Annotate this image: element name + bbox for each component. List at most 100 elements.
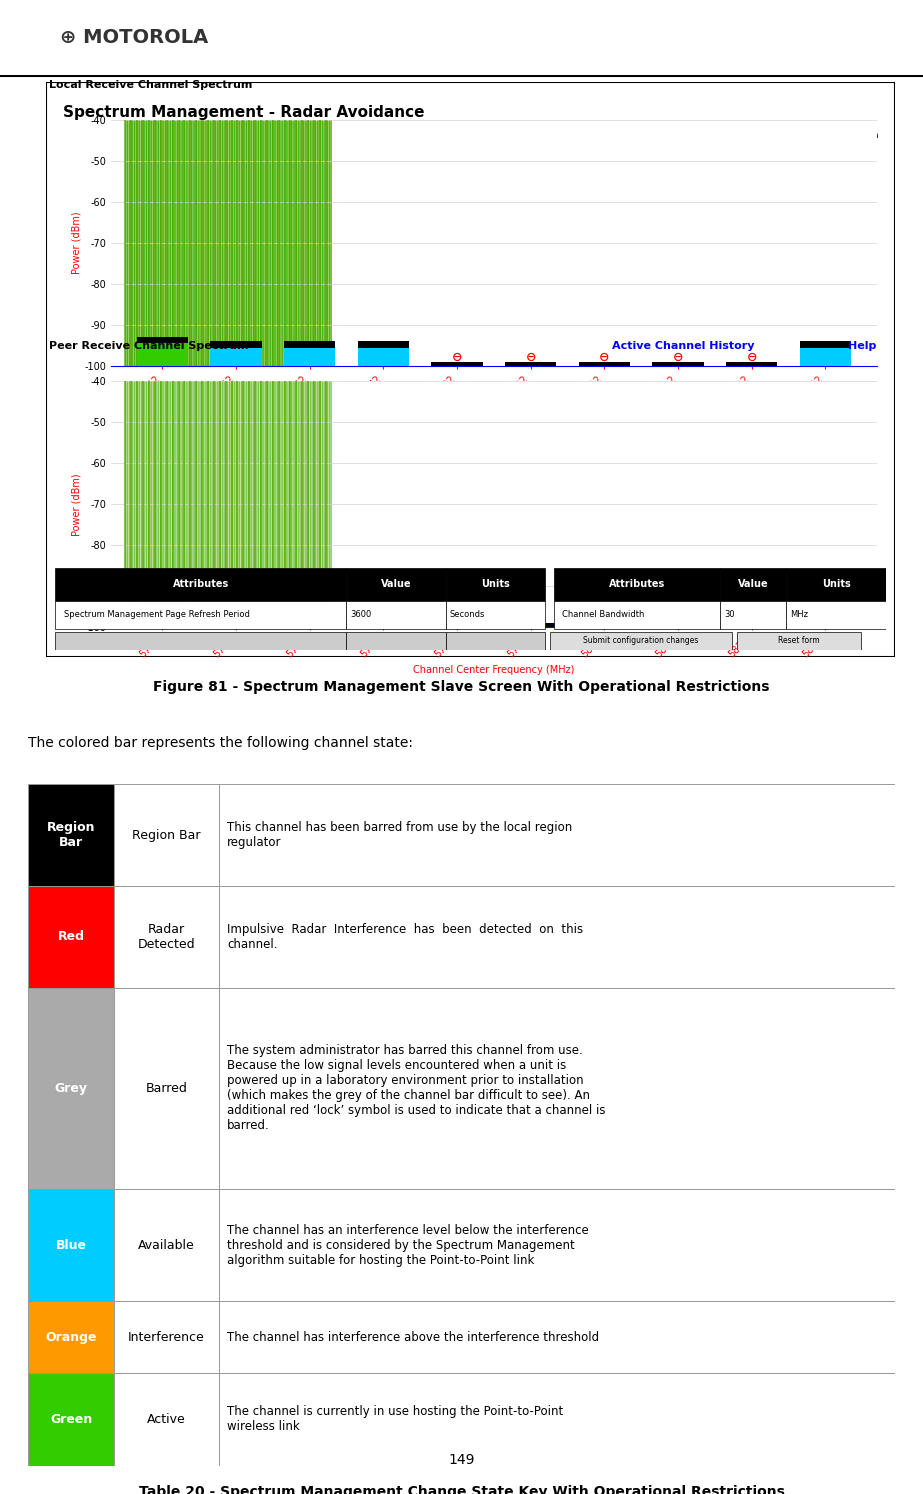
Bar <box>431 623 483 629</box>
Bar <box>284 602 335 627</box>
Bar <box>219 1373 895 1466</box>
Text: The colored bar represents the following channel state:: The colored bar represents the following… <box>28 735 413 750</box>
Bar <box>357 602 409 627</box>
Bar <box>210 341 262 366</box>
Bar <box>284 341 335 366</box>
Bar <box>210 341 262 348</box>
Text: Blue: Blue <box>55 1239 87 1252</box>
Text: Radar
Detected: Radar Detected <box>138 923 196 950</box>
Bar <box>653 623 703 627</box>
Bar <box>550 632 733 650</box>
Bar <box>653 362 703 366</box>
Bar <box>786 601 886 629</box>
Bar <box>114 1189 219 1301</box>
Text: Spectrum Management - Radar Avoidance: Spectrum Management - Radar Avoidance <box>63 105 425 120</box>
Bar <box>725 362 777 366</box>
Bar <box>55 632 346 650</box>
Text: Region Bar: Region Bar <box>132 829 201 841</box>
Bar <box>210 602 262 627</box>
Text: Local Receive Channel Spectrum: Local Receive Channel Spectrum <box>50 81 253 90</box>
Bar <box>114 886 219 988</box>
Text: The channel has an interference level below the interference
threshold and is co: The channel has an interference level be… <box>227 1224 589 1267</box>
Text: Active Channel History: Active Channel History <box>612 342 754 351</box>
Bar <box>431 362 483 368</box>
Text: Region
Bar: Region Bar <box>47 822 95 849</box>
Text: Available: Available <box>138 1239 195 1252</box>
Bar <box>28 988 114 1189</box>
Bar <box>28 886 114 988</box>
Bar <box>357 602 409 610</box>
Bar <box>114 784 219 886</box>
Bar <box>137 338 188 366</box>
Text: Impulsive  Radar  Interference  has  been  detected  on  this
channel.: Impulsive Radar Interference has been de… <box>227 923 583 950</box>
Bar <box>799 602 851 627</box>
Text: Interference: Interference <box>128 1331 205 1343</box>
Bar <box>431 623 483 627</box>
Bar <box>346 632 446 650</box>
Text: Green: Green <box>50 1413 92 1425</box>
Bar <box>114 1373 219 1466</box>
Text: ⊖: ⊖ <box>525 351 536 365</box>
Bar <box>446 568 545 601</box>
Text: Seconds: Seconds <box>450 611 485 620</box>
Bar <box>28 1301 114 1373</box>
Bar <box>505 623 557 629</box>
Bar <box>137 338 188 344</box>
Text: Figure 81 - Spectrum Management Slave Screen With Operational Restrictions: Figure 81 - Spectrum Management Slave Sc… <box>153 680 770 695</box>
Bar <box>505 623 557 627</box>
Bar <box>28 1373 114 1466</box>
Text: ⊖: ⊖ <box>673 613 683 626</box>
Text: ⊖: ⊖ <box>747 351 757 365</box>
Text: Table 20 - Spectrum Management Change State Key With Operational Restrictions: Table 20 - Spectrum Management Change St… <box>138 1485 785 1494</box>
Bar <box>55 601 346 629</box>
Bar <box>219 1301 895 1373</box>
Bar <box>357 341 409 348</box>
Text: ⊖: ⊖ <box>599 351 609 365</box>
Bar <box>28 1189 114 1301</box>
Text: ⊖: ⊖ <box>451 613 462 626</box>
Y-axis label: Power (dBm): Power (dBm) <box>71 474 81 535</box>
Text: Reset form: Reset form <box>778 636 820 645</box>
Text: Units: Units <box>481 580 510 589</box>
Text: ⊖: ⊖ <box>747 613 757 626</box>
Bar <box>799 341 851 366</box>
Bar <box>505 362 557 368</box>
Bar <box>579 362 630 368</box>
Text: This channel has been barred from use by the local region
regulator: This channel has been barred from use by… <box>227 822 572 849</box>
X-axis label: Channel Center Frequency (MHz): Channel Center Frequency (MHz) <box>414 665 574 675</box>
Bar <box>554 601 720 629</box>
Bar <box>28 784 114 886</box>
Bar <box>505 362 557 366</box>
Bar <box>579 623 630 629</box>
Bar <box>579 362 630 366</box>
Y-axis label: Power (dBm): Power (dBm) <box>71 212 81 273</box>
Text: Help: Help <box>848 342 877 351</box>
Bar <box>219 988 895 1189</box>
Text: Local Channel 2: State=AVAILABLE, Mean=-93 dBm, 99.9%=-92 dBm, Peak=-91 dBm: Local Channel 2: State=AVAILABLE, Mean=-… <box>519 131 879 140</box>
Text: Attributes: Attributes <box>173 580 229 589</box>
Text: Barred: Barred <box>146 1082 187 1095</box>
Text: Attributes: Attributes <box>609 580 665 589</box>
Text: Submit configuration changes: Submit configuration changes <box>583 636 699 645</box>
Text: MHz: MHz <box>790 611 809 620</box>
Text: 149: 149 <box>449 1454 474 1467</box>
Bar <box>737 632 861 650</box>
Bar <box>725 623 777 629</box>
Text: Value: Value <box>380 580 412 589</box>
Bar <box>137 599 188 627</box>
Text: The system administrator has barred this channel from use.
Because the low signa: The system administrator has barred this… <box>227 1044 605 1132</box>
Bar <box>219 886 895 988</box>
Bar <box>431 362 483 366</box>
Bar <box>653 362 703 368</box>
Bar <box>346 601 446 629</box>
Text: Units: Units <box>821 580 851 589</box>
Bar <box>219 1189 895 1301</box>
Bar <box>346 568 446 601</box>
Text: Peer Receive Channel Spectrum: Peer Receive Channel Spectrum <box>50 342 249 351</box>
Bar <box>554 568 720 601</box>
Bar <box>725 623 777 627</box>
Text: ⊖: ⊖ <box>525 613 536 626</box>
X-axis label: Channel Center Frequency (MHz): Channel Center Frequency (MHz) <box>414 403 574 414</box>
Bar <box>799 341 851 348</box>
Bar <box>137 599 188 605</box>
